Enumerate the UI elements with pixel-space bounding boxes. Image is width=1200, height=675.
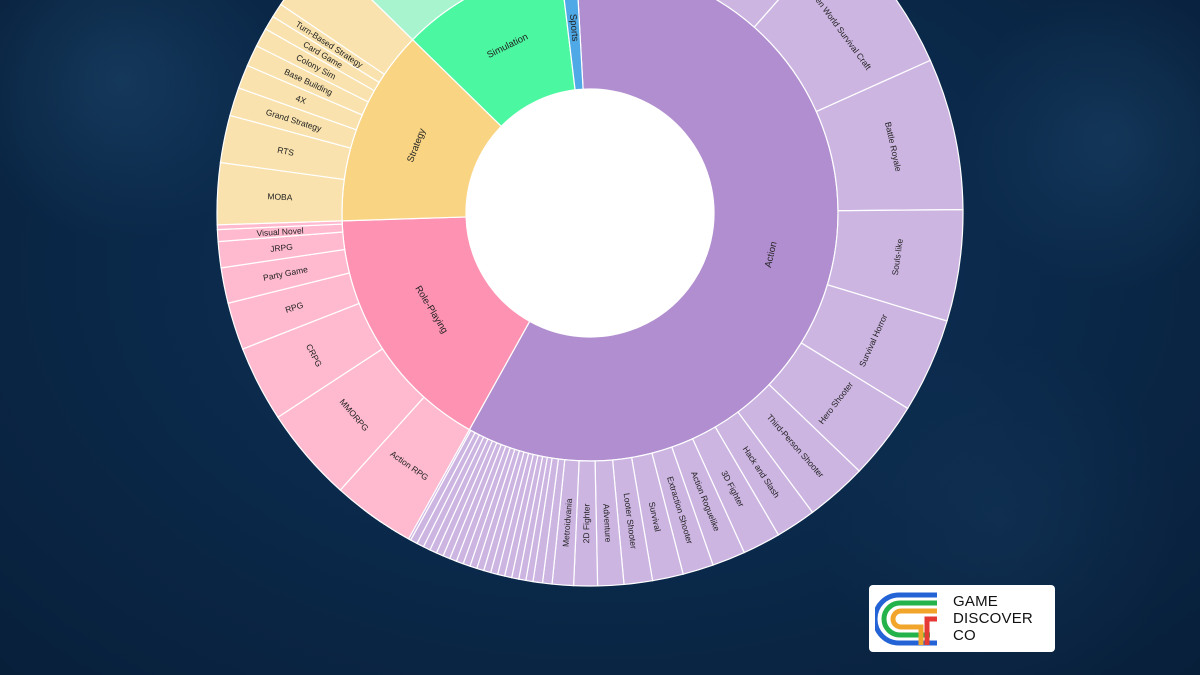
logo-line-2: DISCOVER bbox=[953, 610, 1033, 627]
outer-ring bbox=[216, 0, 964, 587]
gdc-logo: GAME DISCOVER CO bbox=[869, 585, 1055, 652]
outer-segment-action-adventure bbox=[715, 0, 780, 29]
outer-label-4x: 4X bbox=[294, 93, 308, 106]
outer-label-adventure: Adventure bbox=[601, 503, 613, 543]
logo-line-1: GAME bbox=[953, 593, 998, 610]
outer-label-rts: RTS bbox=[276, 145, 295, 158]
center-hole bbox=[466, 89, 714, 337]
logo-line-3: CO bbox=[953, 627, 976, 644]
outer-label-moba: MOBA bbox=[267, 191, 293, 202]
outer-label-visual-novel: Visual Novel bbox=[256, 225, 304, 238]
gdc-logo-mark-icon bbox=[875, 592, 937, 645]
inner-label-sports: Sports bbox=[567, 14, 580, 43]
outer-label-2d-fighter: 2D Fighter bbox=[581, 503, 591, 543]
outer-segment-strategy-64 bbox=[279, 0, 414, 76]
outer-segment-simulation-65 bbox=[371, 0, 465, 41]
gdc-logo-text: GAME DISCOVER CO bbox=[953, 593, 1033, 644]
outer-label-metroidvania: Metroidvania bbox=[561, 498, 575, 548]
outer-label-jrpg: JRPG bbox=[270, 242, 294, 254]
